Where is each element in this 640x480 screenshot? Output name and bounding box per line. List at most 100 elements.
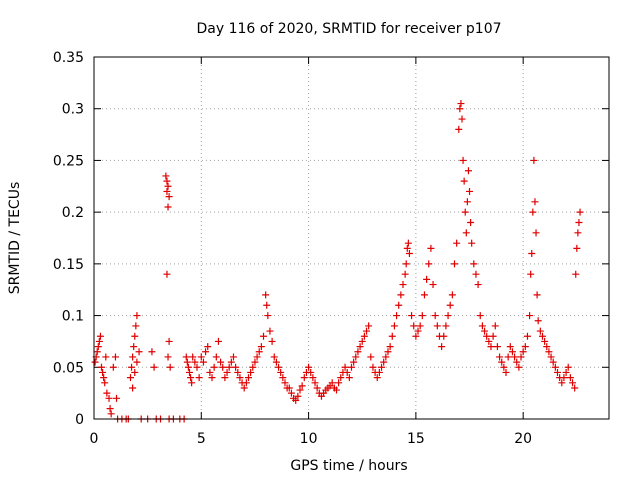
data-point xyxy=(294,392,302,400)
data-point xyxy=(279,374,287,382)
data-point xyxy=(128,363,136,371)
data-point xyxy=(528,250,536,258)
data-point xyxy=(300,374,308,382)
data-point xyxy=(390,322,398,330)
data-point xyxy=(131,332,139,340)
data-point xyxy=(165,337,173,345)
data-point xyxy=(412,332,420,340)
data-point xyxy=(227,358,235,366)
data-point xyxy=(493,343,501,351)
data-point xyxy=(402,260,410,268)
data-point xyxy=(332,386,340,394)
data-point xyxy=(260,332,268,340)
data-point xyxy=(166,363,174,371)
data-point xyxy=(263,301,271,309)
data-point xyxy=(481,327,489,335)
data-point xyxy=(358,337,366,345)
data-point xyxy=(474,281,482,289)
data-point xyxy=(101,379,109,387)
data-point xyxy=(350,358,358,366)
data-point xyxy=(414,327,422,335)
data-point xyxy=(102,353,110,361)
grid-lines xyxy=(94,57,609,419)
data-point xyxy=(126,374,134,382)
data-point xyxy=(558,379,566,387)
data-point xyxy=(483,332,491,340)
data-point xyxy=(403,244,411,252)
data-point xyxy=(463,198,471,206)
data-point xyxy=(513,358,521,366)
x-tick-label: 20 xyxy=(514,431,532,447)
data-point xyxy=(132,322,140,330)
data-point xyxy=(219,363,227,371)
data-point xyxy=(369,363,377,371)
data-point xyxy=(464,167,472,175)
data-point xyxy=(506,343,514,351)
data-point xyxy=(352,353,360,361)
data-point xyxy=(93,348,101,356)
data-point xyxy=(296,386,304,394)
data-point xyxy=(386,343,394,351)
data-point xyxy=(508,348,516,356)
data-point xyxy=(337,374,345,382)
data-point xyxy=(521,343,529,351)
y-tick-label: 0.1 xyxy=(62,309,84,325)
data-point xyxy=(225,363,233,371)
data-point xyxy=(448,291,456,299)
data-point xyxy=(133,358,141,366)
data-point xyxy=(438,343,446,351)
data-point xyxy=(130,343,138,351)
data-point xyxy=(356,343,364,351)
data-point xyxy=(515,363,523,371)
data-point xyxy=(543,343,551,351)
data-point xyxy=(378,363,386,371)
data-point xyxy=(384,348,392,356)
data-point xyxy=(444,312,452,320)
data-point xyxy=(467,218,475,226)
data-point xyxy=(150,363,158,371)
x-tick-label: 5 xyxy=(197,431,206,447)
data-point xyxy=(455,125,463,133)
data-point xyxy=(96,332,104,340)
data-point xyxy=(106,405,114,413)
data-point xyxy=(367,353,375,361)
data-point xyxy=(195,374,203,382)
data-point xyxy=(401,270,409,278)
data-point xyxy=(133,312,141,320)
data-point xyxy=(341,363,349,371)
x-tick-label: 15 xyxy=(407,431,425,447)
data-point xyxy=(163,177,171,185)
data-point xyxy=(165,193,173,201)
data-point xyxy=(517,353,525,361)
data-point xyxy=(202,348,210,356)
data-point xyxy=(397,291,405,299)
data-point xyxy=(571,384,579,392)
y-tick-label: 0.35 xyxy=(53,50,84,66)
data-point xyxy=(188,379,196,387)
plot-frame xyxy=(93,56,610,420)
data-point xyxy=(305,363,313,371)
data-point xyxy=(328,379,336,387)
data-point xyxy=(162,172,170,180)
data-point xyxy=(208,374,216,382)
data-point xyxy=(103,389,111,397)
data-point xyxy=(223,368,231,376)
data-point xyxy=(536,327,544,335)
data-point xyxy=(345,374,353,382)
data-point xyxy=(185,368,193,376)
data-point xyxy=(551,363,559,371)
data-point xyxy=(135,348,143,356)
data-point xyxy=(538,332,546,340)
data-point xyxy=(530,156,538,164)
data-point xyxy=(574,229,582,237)
data-point xyxy=(242,379,250,387)
data-point xyxy=(459,156,467,164)
data-point xyxy=(266,327,274,335)
data-point xyxy=(113,394,121,402)
data-point xyxy=(240,384,248,392)
data-point xyxy=(163,187,171,195)
y-tick-label: 0.3 xyxy=(62,102,84,118)
y-tick-label: 0.05 xyxy=(53,360,84,376)
data-point xyxy=(560,374,568,382)
data-point xyxy=(502,368,510,376)
